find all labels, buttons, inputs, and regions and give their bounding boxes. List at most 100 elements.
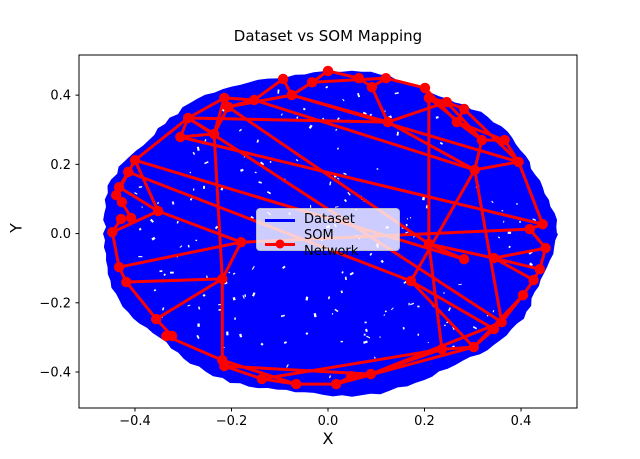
dataset-speckle	[448, 307, 451, 312]
dataset-speckle	[277, 89, 280, 94]
som-edge	[492, 256, 542, 271]
dataset-speckle	[238, 128, 242, 132]
dataset-speckle	[364, 328, 368, 333]
dataset-speckle	[444, 324, 446, 327]
dataset-speckle	[384, 310, 387, 313]
som-edge	[369, 320, 504, 376]
dataset-speckle	[327, 296, 331, 300]
som-edge	[260, 347, 444, 381]
dataset-speckle	[396, 131, 399, 136]
som-edge	[133, 116, 190, 162]
dataset-speckle	[195, 239, 198, 242]
dataset-speckle	[344, 276, 347, 281]
dataset-speckle	[408, 302, 410, 306]
y-tick-label: −0.2	[39, 296, 71, 311]
som-node	[113, 261, 125, 273]
dataset-speckle	[280, 113, 283, 116]
som-node	[322, 65, 334, 77]
dataset-speckle	[163, 273, 166, 276]
som-node	[151, 313, 162, 325]
dataset-speckle	[252, 292, 256, 297]
legend-label-dataset: Dataset	[304, 212, 355, 227]
legend-item-dataset: Dataset	[265, 212, 391, 228]
dataset-speckle	[458, 283, 462, 286]
dataset-speckle	[228, 271, 231, 274]
som-node	[107, 227, 118, 238]
dataset-speckle	[269, 160, 272, 164]
som-node	[129, 155, 141, 166]
dataset-speckle	[259, 161, 265, 166]
x-tick-label: −0.2	[216, 414, 248, 429]
som-node	[217, 273, 228, 285]
dataset-speckle	[328, 375, 332, 379]
som-node	[517, 290, 529, 301]
som-node	[256, 373, 268, 385]
som-node	[469, 164, 480, 176]
dataset-speckle	[439, 141, 444, 145]
dataset-speckle	[244, 294, 247, 298]
dataset-speckle	[134, 192, 138, 195]
som-node	[291, 378, 302, 390]
som-node	[123, 166, 134, 178]
som-edge	[117, 240, 243, 269]
y-axis-label: Y	[6, 223, 26, 233]
som-node	[513, 156, 524, 168]
dataset-speckle	[286, 364, 289, 368]
som-edge	[492, 256, 536, 282]
som-node	[405, 275, 417, 287]
y-tick-label: 0.2	[50, 158, 71, 173]
som-edge	[517, 160, 545, 226]
dataset-speckle	[342, 98, 345, 102]
dataset-speckle	[198, 306, 201, 310]
som-node	[423, 92, 435, 104]
dataset-speckle	[336, 117, 340, 121]
dataset-speckle	[491, 200, 494, 204]
dataset-speckle	[405, 223, 408, 227]
dataset-speckle	[260, 342, 264, 346]
som-node	[125, 212, 137, 224]
dataset-speckle	[343, 198, 348, 203]
dataset-speckle	[176, 220, 179, 224]
dataset-speckle	[507, 231, 512, 234]
som-edge	[220, 240, 243, 281]
som-node	[116, 196, 128, 208]
som-node	[458, 254, 470, 265]
dataset-speckle	[149, 218, 154, 223]
som-node	[496, 317, 507, 328]
dataset-speckle	[349, 271, 354, 276]
som-node	[182, 112, 194, 124]
som-node	[222, 101, 234, 113]
dataset-speckle	[340, 340, 343, 343]
chart-title: Dataset vs SOM Mapping	[233, 27, 423, 45]
dataset-speckle	[138, 256, 143, 258]
dataset-speckle	[356, 92, 361, 98]
som-node	[528, 274, 539, 286]
dataset-speckle	[341, 271, 344, 274]
som-node	[537, 219, 548, 230]
som-edge	[110, 209, 160, 234]
som-node	[458, 103, 470, 115]
dataset-speckle	[302, 107, 306, 111]
dataset-speckle	[239, 333, 243, 338]
dataset-speckle	[232, 296, 236, 301]
dataset-speckle	[516, 203, 518, 205]
som-edge	[117, 185, 160, 213]
dataset-speckle	[331, 312, 334, 315]
som-edge	[427, 242, 496, 260]
x-tick-label: 0.2	[414, 414, 435, 429]
dataset-speckle	[390, 307, 394, 311]
dataset-speckle	[283, 341, 287, 344]
som-edge	[290, 93, 390, 124]
som-node	[366, 82, 378, 93]
dataset-speckle	[486, 315, 489, 317]
x-axis-label: X	[322, 429, 334, 448]
dataset-speckle	[232, 272, 236, 275]
som-edge	[370, 85, 390, 124]
dataset-speckle	[410, 302, 415, 306]
y-tick-label: −0.4	[39, 366, 71, 381]
som-node	[121, 276, 132, 288]
dataset-speckle	[153, 288, 157, 292]
dataset-speckle	[305, 296, 309, 301]
legend-box: Dataset SOM Network	[256, 208, 400, 259]
dataset-speckle	[334, 206, 339, 208]
